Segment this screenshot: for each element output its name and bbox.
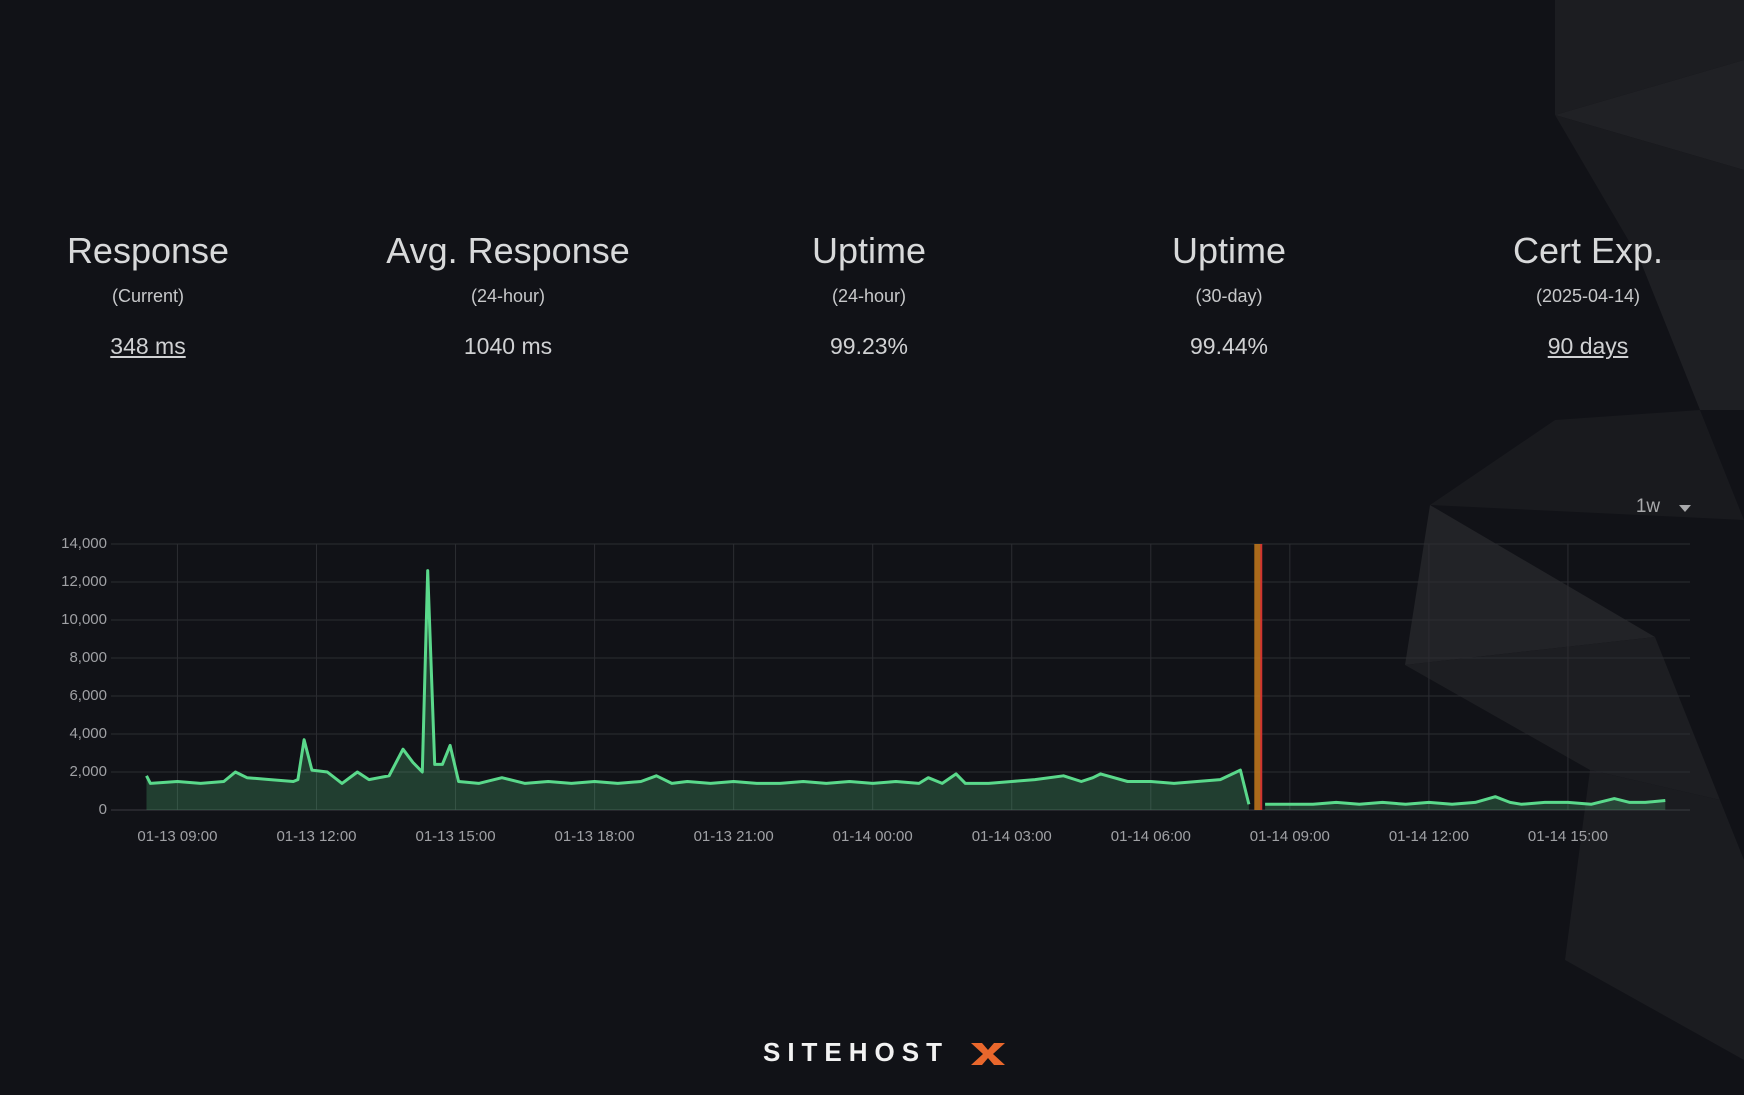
stat-title: Response	[66, 230, 230, 271]
stat-title: Cert Exp.	[1512, 230, 1664, 271]
x-tick-label: 01-13 12:00	[276, 828, 356, 845]
y-tick-label: 12,000	[61, 573, 107, 590]
response-area	[146, 570, 1666, 810]
stat-subtitle: (2025-04-14)	[1535, 286, 1641, 306]
stat: Avg. Response (24-hour) 1040 ms	[338, 230, 678, 360]
x-tick-label: 01-14 03:00	[972, 828, 1052, 845]
y-tick-label: 2,000	[69, 763, 107, 780]
x-tick-label: 01-13 15:00	[415, 828, 495, 845]
stat: Uptime (24-hour) 99.23%	[699, 230, 1039, 360]
stat-title: Uptime	[1171, 230, 1287, 271]
y-tick-label: 10,000	[61, 611, 107, 628]
x-tick-label: 01-14 06:00	[1111, 828, 1191, 845]
response-line	[145, 569, 1666, 806]
stat-value[interactable]: 90 days	[1547, 333, 1629, 359]
brand-logo	[971, 1043, 1005, 1065]
stat-value: 99.44%	[1189, 333, 1268, 359]
x-tick-label: 01-14 15:00	[1528, 828, 1608, 845]
footer-brand: SITEHOST	[763, 1037, 949, 1067]
range-dropdown-arrow[interactable]	[1679, 505, 1691, 512]
stat: Cert Exp. (2025-04-14) 90 days	[1418, 230, 1744, 360]
stat-value: 1040 ms	[463, 333, 553, 359]
x-tick-label: 01-14 09:00	[1250, 828, 1330, 845]
y-tick-label: 4,000	[69, 725, 107, 742]
stat-value: 99.23%	[829, 333, 908, 359]
x-tick-label: 01-14 00:00	[833, 828, 913, 845]
stat-title: Uptime	[811, 230, 927, 271]
stat-value[interactable]: 348 ms	[110, 333, 186, 359]
y-tick-label: 6,000	[69, 687, 107, 704]
stat: Response (Current) 348 ms	[0, 230, 318, 360]
y-tick-label: 0	[99, 801, 107, 818]
x-tick-label: 01-13 18:00	[555, 828, 635, 845]
stat-title: Avg. Response	[386, 230, 630, 271]
stat-subtitle: (24-hour)	[831, 286, 907, 306]
stat-subtitle: (30-day)	[1195, 286, 1263, 306]
stat-subtitle: (Current)	[111, 286, 184, 306]
stat-subtitle: (24-hour)	[470, 286, 546, 306]
stat: Uptime (30-day) 99.44%	[1059, 230, 1399, 360]
range-selector[interactable]: 1w	[1636, 496, 1661, 517]
y-tick-label: 14,000	[61, 535, 107, 552]
outage-band	[1254, 544, 1262, 810]
x-tick-label: 01-13 21:00	[694, 828, 774, 845]
y-tick-label: 8,000	[69, 649, 107, 666]
x-tick-label: 01-14 12:00	[1389, 828, 1469, 845]
x-tick-label: 01-13 09:00	[137, 828, 217, 845]
